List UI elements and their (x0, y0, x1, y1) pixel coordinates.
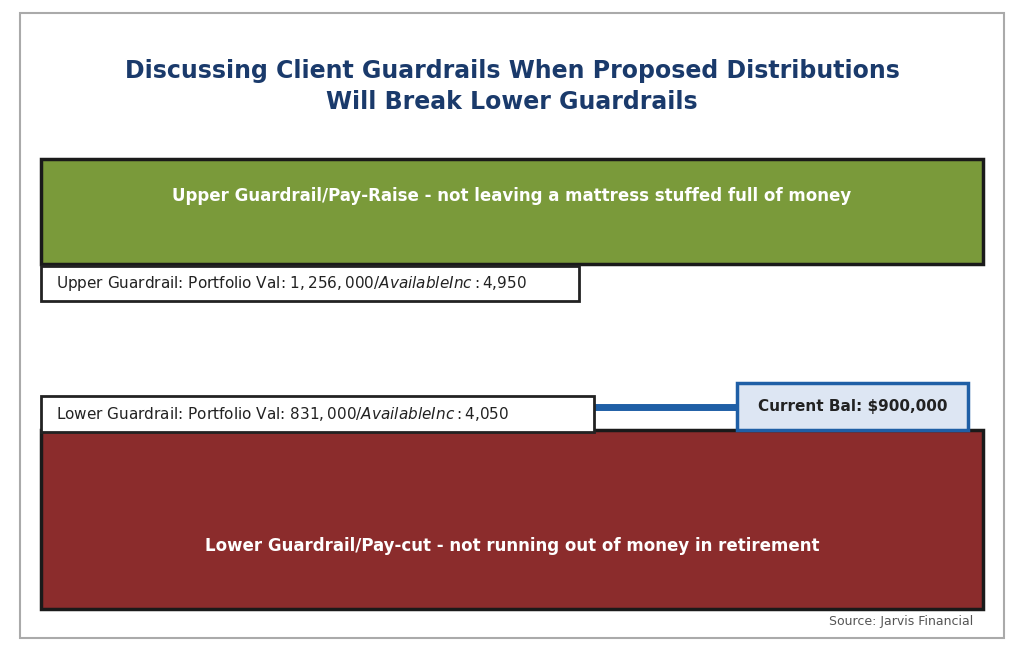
Text: Upper Guardrail/Pay-Raise - not leaving a mattress stuffed full of money: Upper Guardrail/Pay-Raise - not leaving … (172, 187, 852, 205)
Text: Upper Guardrail: Portfolio Val: $1,256,000 / Available Inc: $4,950: Upper Guardrail: Portfolio Val: $1,256,0… (56, 274, 527, 293)
Text: Lower Guardrail: Portfolio Val: $831,000 / Available Inc: $4,050: Lower Guardrail: Portfolio Val: $831,000… (56, 405, 509, 422)
FancyBboxPatch shape (737, 383, 968, 430)
Text: Lower Guardrail/Pay-cut - not running out of money in retirement: Lower Guardrail/Pay-cut - not running ou… (205, 537, 819, 555)
Text: Discussing Client Guardrails When Proposed Distributions
Will Break Lower Guardr: Discussing Client Guardrails When Propos… (125, 59, 899, 114)
FancyBboxPatch shape (41, 266, 579, 301)
Text: Current Bal: $900,000: Current Bal: $900,000 (758, 399, 947, 415)
Text: Source: Jarvis Financial: Source: Jarvis Financial (828, 615, 973, 628)
FancyBboxPatch shape (41, 159, 983, 264)
FancyBboxPatch shape (41, 430, 983, 609)
FancyBboxPatch shape (20, 13, 1004, 638)
FancyBboxPatch shape (41, 396, 594, 432)
